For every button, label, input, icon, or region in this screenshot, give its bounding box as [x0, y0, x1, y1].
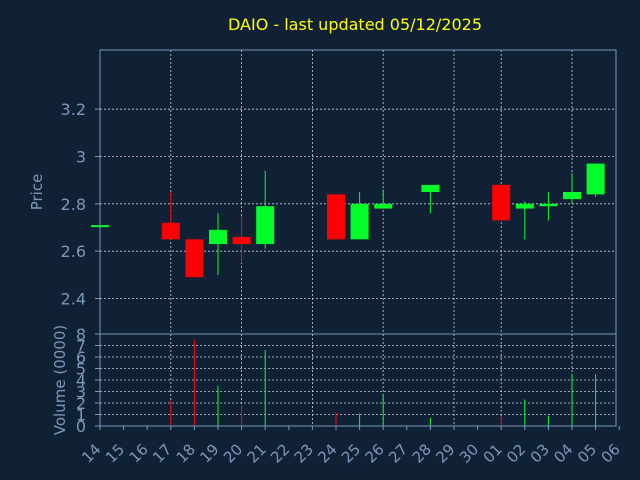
price-tick-label: 2.4	[61, 290, 86, 309]
candle-body	[350, 203, 369, 240]
price-tick-label: 2.8	[61, 195, 86, 214]
price-tick-label: 2.6	[61, 242, 86, 261]
price-axis-ticks: 2.4 2.6 2.8 3 3.2	[61, 100, 100, 309]
candle-body	[232, 236, 251, 245]
price-tick-label: 3	[76, 148, 86, 167]
candle-body	[327, 194, 345, 240]
price-tick-label: 3.2	[61, 100, 86, 119]
candle-body	[492, 184, 511, 221]
candle-body	[563, 192, 581, 200]
volume-bars	[170, 339, 597, 426]
candle-body	[209, 229, 227, 245]
candle-body	[421, 184, 440, 192]
candle-body	[161, 222, 180, 240]
volume-axis-label: Volume (0000)	[51, 325, 69, 435]
volume-tick-label: 3	[76, 383, 86, 402]
chart-title: DAIO - last updated 05/12/2025	[228, 15, 482, 34]
candle-body	[586, 163, 605, 195]
candle-body	[539, 203, 558, 207]
candle-body	[256, 206, 275, 245]
candle-body	[185, 239, 204, 278]
volume-tick-label: 1	[76, 406, 86, 425]
candle-body	[374, 203, 393, 209]
x-axis-label: Day	[332, 457, 362, 475]
volume-tick-label: 5	[76, 360, 86, 379]
candle-body	[515, 203, 534, 209]
volume-tick-label: 0	[76, 417, 86, 436]
volume-tick-label: 4	[76, 371, 86, 390]
volume-tick-label: 7	[76, 337, 86, 356]
volume-tick-label: 2	[76, 394, 86, 413]
volume-tick-label: 6	[76, 348, 86, 367]
price-axis-label: Price	[28, 174, 46, 211]
volume-tick-label: 8	[76, 325, 86, 344]
